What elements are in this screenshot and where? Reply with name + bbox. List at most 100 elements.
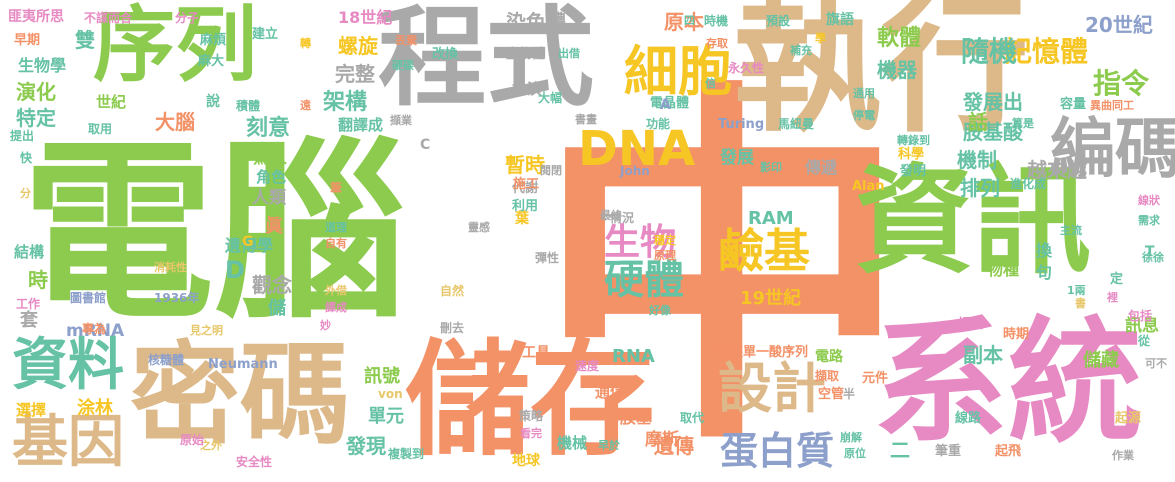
- word: 補充: [790, 44, 812, 57]
- word: 異曲同工: [1090, 99, 1134, 112]
- word: 遺傳: [654, 434, 694, 458]
- word: T: [1145, 244, 1155, 260]
- word: 包括: [1128, 309, 1153, 323]
- word: 早於: [598, 439, 620, 452]
- word: 電路: [815, 349, 843, 365]
- word: 起源: [1115, 411, 1142, 426]
- word: 利用: [512, 199, 539, 214]
- word: 胺基: [620, 408, 653, 427]
- word: 生物體: [506, 47, 546, 62]
- word: 序列: [93, 0, 258, 93]
- word: 從: [1138, 334, 1151, 348]
- word: 訊息: [1125, 316, 1159, 336]
- word: 軟體: [877, 26, 922, 51]
- word: 發明: [900, 164, 927, 179]
- word: 線路: [955, 411, 982, 426]
- word: 見之明: [190, 324, 223, 337]
- word: D: [225, 256, 245, 284]
- word: 選擇: [16, 401, 47, 419]
- word: 演化: [16, 80, 56, 104]
- word: RNA: [612, 346, 655, 367]
- word: 隨機: [961, 35, 1018, 68]
- word: C: [420, 137, 431, 153]
- word: 不謀而合: [84, 11, 133, 25]
- word: 空管: [818, 387, 845, 402]
- word: 作業: [1112, 449, 1134, 462]
- word: 自有: [325, 237, 347, 250]
- word: 起飛: [995, 444, 1022, 459]
- word: 分: [20, 187, 31, 200]
- word: 旗語: [826, 12, 854, 28]
- word: 人類: [252, 188, 286, 208]
- word: 學: [815, 32, 826, 45]
- word: 儲存: [405, 328, 655, 473]
- word: 觀念: [252, 273, 292, 297]
- word: 結構: [14, 243, 45, 261]
- word: 刪去: [440, 321, 465, 335]
- word: RAM: [748, 208, 794, 229]
- word: 信: [705, 77, 716, 90]
- word: 暫時: [505, 153, 545, 177]
- word: 單元: [368, 406, 404, 427]
- word: 建立: [252, 27, 279, 42]
- word: 套: [20, 310, 38, 331]
- word: 特定: [16, 106, 56, 130]
- word: 閱閉: [540, 164, 562, 177]
- word: 螺旋: [338, 34, 378, 58]
- word: 消耗性: [154, 261, 187, 274]
- word: 分子: [175, 11, 200, 25]
- word: 程式: [378, 0, 595, 121]
- word: 訊號: [364, 366, 400, 387]
- word: 工具: [522, 345, 550, 361]
- word: 系統: [873, 304, 1143, 461]
- word: 工作: [16, 297, 41, 311]
- word: 發展: [720, 148, 754, 168]
- word: Alan: [852, 179, 885, 194]
- word: 基因: [12, 410, 124, 475]
- word: 書畫: [575, 113, 597, 126]
- word: 取用: [88, 122, 113, 136]
- word: 裡: [1107, 291, 1118, 304]
- word: 完整: [335, 62, 375, 86]
- word: Turing: [718, 117, 765, 132]
- word: 驚人: [253, 148, 287, 168]
- word: 徐徐: [1142, 251, 1164, 264]
- word: 進化成: [1010, 177, 1047, 191]
- word: 機械: [557, 434, 588, 452]
- word: 之外: [200, 439, 222, 452]
- word: 設計: [718, 357, 826, 420]
- word: 主流: [1060, 224, 1082, 237]
- word: 存取: [706, 37, 728, 50]
- word: 速度: [575, 359, 600, 373]
- word: 蛋白質: [720, 429, 835, 473]
- word: 發現: [346, 434, 386, 458]
- word: 線狀: [1138, 194, 1160, 207]
- word: 永久性: [728, 61, 765, 75]
- word: 記憶體: [1004, 35, 1089, 68]
- word: 匪夷所思: [8, 9, 64, 25]
- word: 靈感: [468, 221, 490, 234]
- word: 通用: [853, 87, 875, 100]
- word: 預設: [766, 14, 791, 28]
- word: 提高: [958, 317, 985, 332]
- word: 架構: [323, 90, 368, 115]
- word: 彈性: [535, 251, 560, 265]
- word: 世紀: [96, 93, 127, 111]
- word: 傳遞: [805, 158, 838, 177]
- word: 施工: [513, 177, 540, 192]
- word: 快: [20, 151, 33, 165]
- word: 馬紐曼: [778, 117, 815, 131]
- word: 時期: [1003, 327, 1030, 342]
- word: 妙: [320, 319, 331, 332]
- word: 摩斯: [645, 430, 679, 450]
- word: 核糖體: [148, 353, 185, 367]
- word: 筆: [330, 181, 343, 195]
- word: 穩定: [654, 234, 676, 247]
- word: 停電: [853, 109, 875, 122]
- word: 提出: [10, 129, 35, 143]
- word: 刻意: [246, 116, 291, 141]
- word: 擷取: [815, 369, 840, 383]
- word: 麻煩: [200, 33, 227, 48]
- word: A: [660, 97, 671, 113]
